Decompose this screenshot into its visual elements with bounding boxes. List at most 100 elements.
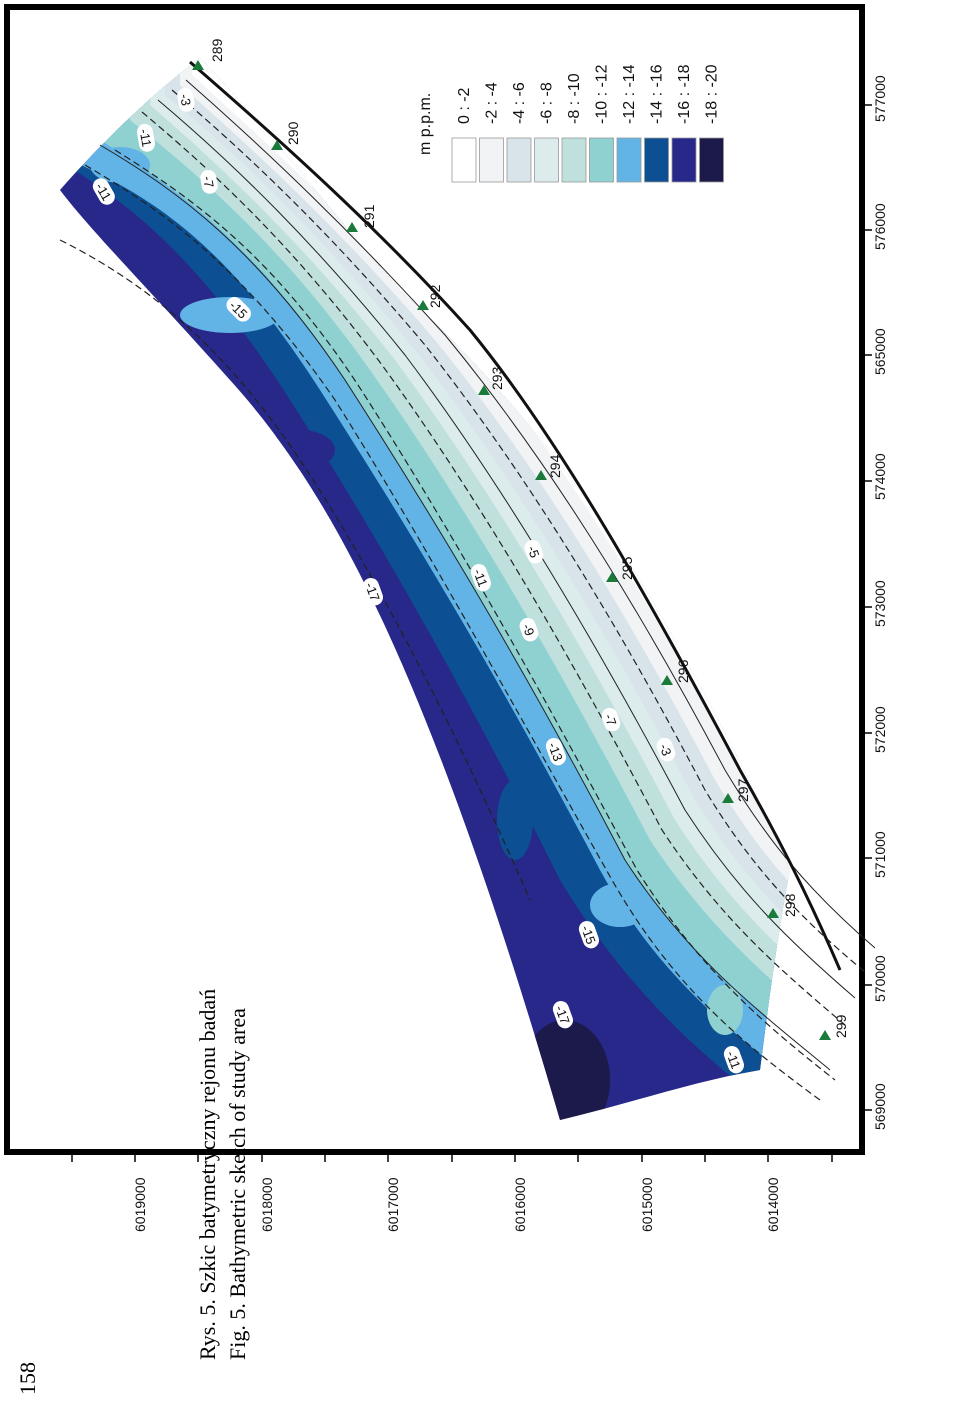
- contour-label: -3: [656, 742, 674, 758]
- stations: 289 290 291 292 293 294 295 296 297 298 …: [192, 38, 849, 1040]
- svg-text:292: 292: [427, 284, 443, 308]
- legend-swatch: [479, 137, 504, 183]
- svg-text:294: 294: [547, 454, 563, 478]
- contour-label: -5: [524, 544, 542, 560]
- legend-item: -10 : -12: [589, 64, 614, 183]
- solid-contours: [99, 79, 876, 1071]
- coastline: [189, 60, 842, 971]
- contour-label: -9: [519, 622, 537, 638]
- legend-item: -2 : -4: [479, 82, 504, 183]
- station-291: 291: [346, 204, 377, 232]
- legend-item: -12 : -14: [616, 64, 642, 183]
- svg-text:296: 296: [675, 659, 691, 683]
- legend-label: -12 : -14: [621, 64, 638, 124]
- contour-label: -3: [177, 93, 194, 107]
- svg-text:297: 297: [735, 778, 751, 802]
- contour-labels: -3 -11 -7 -11 -15 -17 -11 -5 -9 -7 -3 -1…: [92, 87, 744, 1074]
- svg-text:295: 295: [619, 556, 635, 580]
- station-296: 296: [661, 659, 691, 685]
- svg-text:293: 293: [489, 366, 505, 390]
- legend-item: -4 : -6: [506, 82, 532, 183]
- easting-label: 571000: [872, 831, 888, 878]
- easting-label: 577000: [872, 75, 888, 122]
- station-292: 292: [417, 284, 443, 310]
- station-marker-icon: [661, 675, 673, 685]
- station-marker-icon: [192, 60, 204, 70]
- station-299: 299: [819, 1014, 849, 1040]
- legend-label: 0 : -2: [456, 87, 473, 124]
- svg-text:289: 289: [209, 38, 225, 62]
- legend-swatch: [561, 137, 587, 183]
- legend: m p.p.m. 0 : -2 -2 : -4 -4 : -6 -6 : -8 -8 :…: [417, 64, 724, 183]
- legend-swatch: [699, 137, 724, 183]
- station-290: 290: [271, 121, 301, 150]
- easting-label: 570000: [872, 955, 888, 1002]
- contour-label: -11: [470, 567, 490, 589]
- legend-label: -6 : -8: [539, 82, 556, 124]
- legend-swatch: [644, 137, 669, 183]
- easting-label: 576000: [872, 203, 888, 250]
- easting-label: 572000: [872, 706, 888, 753]
- caption-english: Fig. 5. Bathymetric sketch of study area: [225, 1008, 250, 1360]
- easting-labels: 569000 570000 571000 572000 573000 57400…: [872, 75, 888, 1130]
- station-marker-icon: [606, 572, 618, 582]
- easting-label: 569000: [872, 1083, 888, 1130]
- contour-label: -15: [578, 923, 599, 946]
- station-marker-icon: [767, 908, 779, 918]
- contour-label: -17: [362, 580, 383, 603]
- station-marker-icon: [271, 140, 283, 150]
- svg-text:290: 290: [285, 121, 301, 145]
- legend-item: 0 : -2: [451, 87, 477, 183]
- northing-labels: 6019000 6018000 6017000 6016000 6015000 …: [132, 1177, 781, 1232]
- station-295: 295: [606, 556, 635, 582]
- caption-polish: Rys. 5. Szkic batymetryczny rejonu badań: [195, 989, 220, 1360]
- legend-swatch: [534, 137, 559, 183]
- legend-label: -14 : -16: [649, 64, 666, 124]
- legend-label: -10 : -12: [594, 64, 611, 124]
- station-298: 298: [767, 893, 798, 918]
- station-marker-icon: [346, 222, 358, 232]
- legend-label: -8 : -10: [566, 73, 583, 124]
- easting-label: 573000: [872, 580, 888, 627]
- contour-label: -11: [723, 1049, 743, 1071]
- legend-swatch: [589, 137, 614, 183]
- contour-label: -7: [200, 175, 217, 189]
- page-number: 158: [15, 1362, 40, 1395]
- legend-title: m p.p.m.: [417, 93, 434, 155]
- legend-label: -4 : -6: [511, 82, 528, 124]
- legend-item: -16 : -18: [671, 64, 697, 183]
- contour-label: -13: [545, 740, 566, 763]
- station-marker-icon: [478, 385, 490, 395]
- contour-label: -11: [137, 128, 155, 148]
- station-marker-icon: [819, 1030, 831, 1040]
- station-marker-icon: [535, 470, 547, 480]
- legend-label: -2 : -4: [484, 82, 501, 124]
- northing-label: 6014000: [765, 1177, 781, 1232]
- easting-label: 574000: [872, 453, 888, 500]
- contour-label: -17: [552, 1003, 573, 1026]
- northing-label: 6017000: [385, 1177, 401, 1232]
- northing-label: 6016000: [512, 1177, 528, 1232]
- legend-swatch: [506, 137, 532, 183]
- station-marker-icon: [417, 300, 429, 310]
- station-294: 294: [535, 454, 563, 480]
- svg-text:291: 291: [361, 204, 377, 228]
- legend-swatch: [671, 137, 697, 183]
- legend-swatch: [451, 137, 477, 183]
- easting-ticks: [862, 104, 872, 1111]
- legend-item: -14 : -16: [644, 64, 669, 183]
- easting-label: 565000: [872, 328, 888, 375]
- legend-label: -18 : -20: [704, 64, 721, 124]
- legend-item: -6 : -8: [534, 82, 559, 183]
- station-297: 297: [722, 778, 751, 803]
- svg-text:299: 299: [833, 1014, 849, 1038]
- legend-item: -8 : -10: [561, 73, 587, 183]
- legend-label: -16 : -18: [676, 64, 693, 124]
- northing-label: 6015000: [639, 1177, 655, 1232]
- contour-lines: [59, 89, 866, 1101]
- station-293: 293: [478, 366, 505, 395]
- svg-text:298: 298: [782, 893, 798, 917]
- northing-ticks: [71, 1152, 833, 1162]
- legend-item: -18 : -20: [699, 64, 724, 183]
